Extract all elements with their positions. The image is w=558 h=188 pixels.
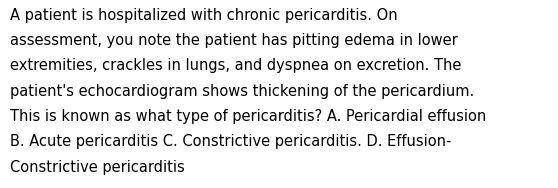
Text: extremities, crackles in lungs, and dyspnea on excretion. The: extremities, crackles in lungs, and dysp… [10,58,461,73]
Text: patient's echocardiogram shows thickening of the pericardium.: patient's echocardiogram shows thickenin… [10,84,474,99]
Text: Constrictive pericarditis: Constrictive pericarditis [10,160,185,175]
Text: B. Acute pericarditis C. Constrictive pericarditis. D. Effusion-: B. Acute pericarditis C. Constrictive pe… [10,134,451,149]
Text: assessment, you note the patient has pitting edema in lower: assessment, you note the patient has pit… [10,33,458,48]
Text: A patient is hospitalized with chronic pericarditis. On: A patient is hospitalized with chronic p… [10,8,398,23]
Text: This is known as what type of pericarditis? A. Pericardial effusion: This is known as what type of pericardit… [10,109,486,124]
